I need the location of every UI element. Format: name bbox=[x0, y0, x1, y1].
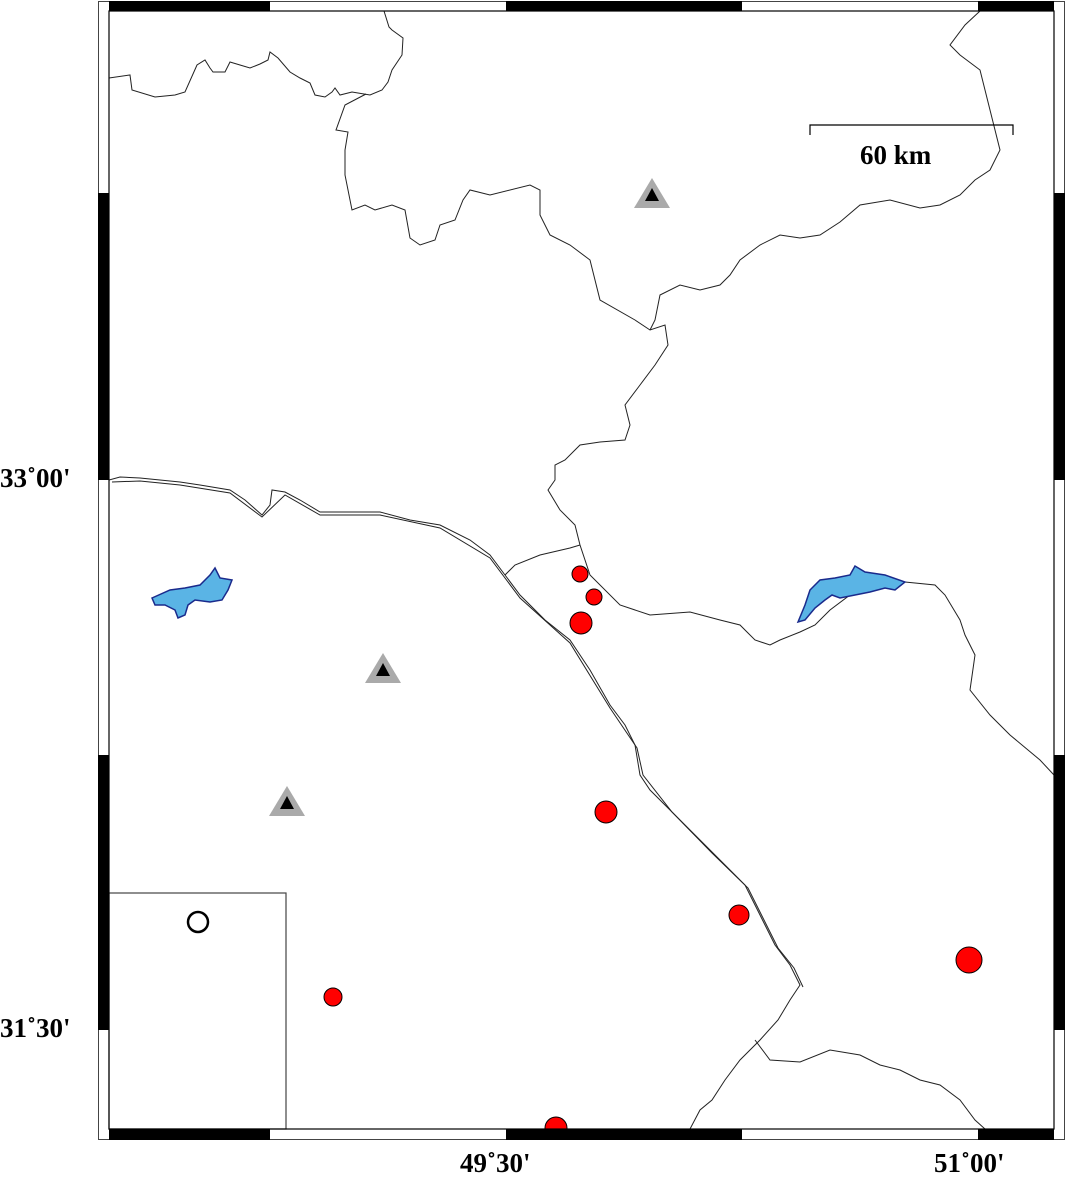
lon-label: 49˚30' bbox=[460, 1148, 531, 1178]
lon-label: 51˚00' bbox=[934, 1148, 1005, 1178]
station-triangle-icon bbox=[634, 178, 670, 208]
border-line bbox=[754, 1039, 986, 1129]
events bbox=[323, 565, 983, 1129]
event-circle bbox=[571, 565, 589, 583]
lake-west bbox=[151, 566, 234, 619]
border-line bbox=[504, 544, 581, 576]
scale-bar bbox=[809, 124, 1014, 135]
event-circle bbox=[569, 611, 593, 635]
lake-east bbox=[796, 564, 907, 624]
station-triangle-icon bbox=[269, 786, 305, 816]
lat-label: 33˚00' bbox=[0, 463, 71, 493]
border-line bbox=[649, 11, 1001, 331]
legend-open-circle-icon bbox=[186, 910, 210, 934]
station-triangle-icon bbox=[365, 653, 401, 683]
river-border-line bbox=[111, 480, 804, 988]
event-circle bbox=[955, 946, 983, 974]
border-line bbox=[109, 11, 404, 98]
border-line bbox=[335, 93, 1054, 776]
event-circle bbox=[728, 904, 750, 926]
event-circle bbox=[544, 1116, 568, 1129]
event-circle bbox=[594, 800, 618, 824]
river-border-line bbox=[109, 476, 801, 1129]
event-circle bbox=[323, 987, 343, 1007]
stations bbox=[269, 178, 670, 816]
lat-label: 31˚30' bbox=[0, 1013, 71, 1043]
legend-box bbox=[108, 892, 287, 1130]
map-frame bbox=[98, 1, 1065, 1140]
scale-bar-label: 60 km bbox=[860, 140, 932, 170]
event-circle bbox=[585, 588, 603, 606]
